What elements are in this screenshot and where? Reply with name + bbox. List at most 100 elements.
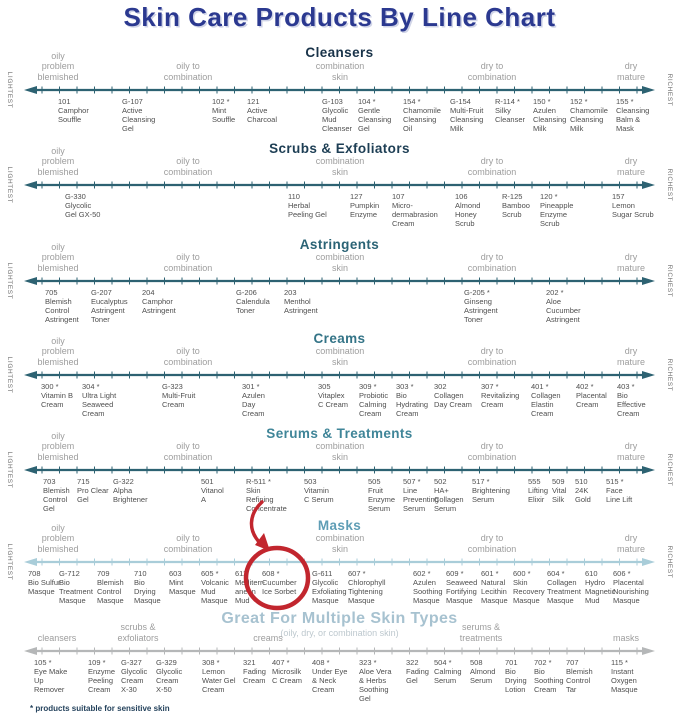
product-code: 708 (28, 569, 41, 578)
product-code: 517 * (472, 477, 490, 486)
product-name: HA+ Collagen Serum (434, 486, 464, 513)
product-name: Calming Serum (434, 667, 462, 685)
product-105: 105 * Eye Make Up Remover (34, 658, 80, 694)
axis-cleansers (24, 86, 655, 94)
product-502: 502 HA+ Collagen Serum (434, 477, 480, 513)
zone-label: combination skin (315, 441, 365, 462)
zone-label: oily to combination (163, 156, 213, 177)
product-code: 308 * (202, 658, 220, 667)
zone-label: combination skin (315, 156, 365, 177)
product-name: Chamomile Cleansing Oil (403, 106, 441, 133)
product-code: 715 (77, 477, 90, 486)
zone-label: dry to combination (467, 533, 517, 554)
zone-label: oily to combination (163, 533, 213, 554)
product-code: G-323 (162, 382, 183, 391)
product-code: 606 * (613, 569, 631, 578)
product-G-322: G-322 Alpha Brightener (113, 477, 163, 504)
product-name: Camphor Souffle (58, 106, 89, 124)
product-code: 307 * (481, 382, 499, 391)
zone-label: scrubs & exfoliators (117, 622, 159, 643)
product-code: 407 * (272, 658, 290, 667)
product-name: Blemish Control Masque (97, 578, 124, 605)
product-code: 609 * (446, 569, 464, 578)
product-name: Bamboo Scrub (502, 201, 530, 219)
product-150: 150 * Azulen Cleansing Milk (533, 97, 579, 133)
product-code: 604 * (547, 569, 565, 578)
product-name: Bio Soothing Cream (534, 667, 564, 694)
axis-astringents (24, 277, 655, 285)
product-code: 555 (528, 477, 541, 486)
product-102: 102 * Mint Souffle (212, 97, 258, 124)
product-R-125: R-125 Bamboo Scrub (502, 192, 548, 219)
zone-label: dry mature (616, 252, 645, 273)
axis-scrubs-exfoliators (24, 181, 655, 189)
product-name: Vitanol A (201, 486, 224, 504)
product-name: Bio Sulfur Masque (28, 578, 61, 596)
product-code: 115 * (611, 658, 628, 667)
axis-left-label: LIGHTEST (6, 166, 13, 204)
product-408: 408 * Under Eye & Neck Cream (312, 658, 358, 694)
product-402: 402 * Placental Cream (576, 382, 622, 409)
product-104: 104 * Gentle Cleansing Gel (358, 97, 404, 133)
product-name: Mint Masque (169, 578, 196, 596)
product-code: R-125 (502, 192, 523, 201)
axis-serums-treatments (24, 466, 655, 474)
product-name: Chlorophyll Tightening Masque (348, 578, 386, 605)
product-name: Alpha Brightener (113, 486, 148, 504)
product-code: 501 (201, 477, 214, 486)
product-609: 609 * Seaweed Fortifying Masque (446, 569, 492, 605)
product-G-329: G-329 Glycolic Cream X-50 (156, 658, 202, 694)
product-code: 305 (318, 382, 331, 391)
section-heading-masks: Masks (317, 518, 362, 533)
product-G-207: G-207 Eucalyptus Astringent Toner (91, 288, 137, 324)
product-name: Bio Effective Cream (617, 391, 646, 418)
product-504: 504 * Calming Serum (434, 658, 480, 685)
page-title: Skin Care Products By Line Chart (123, 2, 556, 32)
product-555: 555 Lifting Elixir (528, 477, 574, 504)
product-name: Natural Lecithin Masque (481, 578, 508, 605)
product-code: 109 * (88, 658, 106, 667)
product-name: Blemish Control Gel (43, 486, 70, 513)
axis-left-label: LIGHTEST (6, 71, 13, 109)
product-code: 600 * (513, 569, 531, 578)
product-608: 608 * Cucumber Ice Sorbet (262, 569, 308, 596)
product-G-107: G-107 Active Cleansing Gel (122, 97, 168, 133)
zone-label: combination skin (315, 61, 365, 82)
product-606: 606 * Placental Nourishing Masque (613, 569, 659, 605)
product-154: 154 * Chamomile Cleansing Oil (403, 97, 449, 133)
product-203: 203 Menthol Astringent (284, 288, 330, 315)
product-code: 304 * (82, 382, 100, 391)
product-code: 701 (505, 658, 518, 667)
axis-right-label: RICHEST (666, 168, 673, 202)
product-name: Line Preventing Serum (403, 486, 439, 513)
product-code: 204 (142, 288, 155, 297)
product-515: 515 * Face Line Lift (606, 477, 652, 504)
product-204: 204 Camphor Astringent (142, 288, 188, 315)
section-heading-astringents: Astringents (299, 237, 380, 252)
product-300: 300 * Vitamin B Cream (41, 382, 87, 409)
product-code: G-322 (113, 477, 134, 486)
product-name: Calendula Toner (236, 297, 270, 315)
product-120: 120 * Pineapple Enzyme Scrub (540, 192, 586, 228)
product-code: G-154 (450, 97, 471, 106)
product-code: 301 * (242, 382, 260, 391)
product-121: 121 Active Charcoal (247, 97, 293, 124)
product-name: Ginseng Astringent Toner (464, 297, 498, 324)
product-code: 302 (434, 382, 447, 391)
axis-right-label: RICHEST (666, 453, 673, 487)
product-407: 407 * Microsilk C Cream (272, 658, 318, 685)
product-code: G-206 (236, 288, 257, 297)
zone-label: combination skin (315, 252, 365, 273)
product-name: Vitaplex C Cream (318, 391, 349, 409)
product-code: 154 * (403, 97, 421, 106)
product-G-103: G-103 Glycolic Mud Cleanser (322, 97, 368, 133)
product-code: 150 * (533, 97, 551, 106)
product-code: 504 * (434, 658, 452, 667)
axis-left-label: LIGHTEST (6, 262, 13, 300)
product-code: G-611 (312, 569, 333, 578)
product-name: Lifting Elixir (528, 486, 549, 504)
product-name: Vitamin B Cream (41, 391, 73, 409)
zone-label: dry mature (616, 346, 645, 367)
